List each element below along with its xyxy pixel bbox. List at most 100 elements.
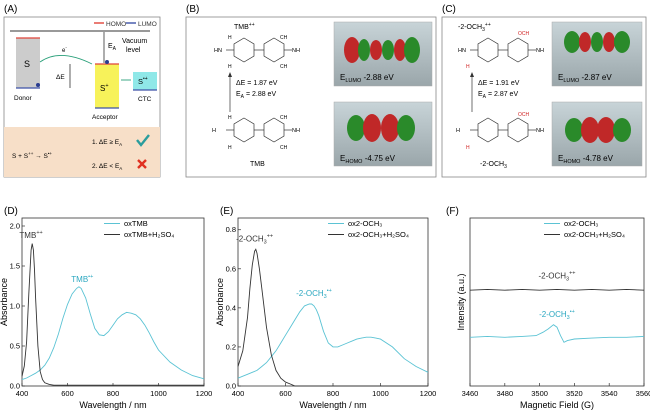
c-homo-energy: EHOMO -4.78 eV	[558, 154, 614, 165]
b-lumo-energy: ELUMO -2.88 eV	[340, 73, 394, 84]
chart-e-ytick-label: 0.0	[226, 382, 236, 391]
panel-label-b: (B)	[186, 4, 199, 15]
b-top-h3c-2: H	[228, 64, 232, 70]
c-dication-structure	[470, 37, 536, 63]
chart-f-xtick-label: 3500	[531, 389, 548, 398]
chart-e-legend-label-2: ox2-OCH₃+H₂SO₄	[348, 230, 409, 239]
b-bot-h2n: H	[212, 128, 216, 134]
de-label: ΔE	[56, 74, 65, 81]
chart-f-xtick-label: 3560	[636, 389, 650, 398]
tmb-structure	[226, 117, 292, 143]
chart-d-panel-label: (D)	[4, 206, 18, 217]
chart-f-series-1-line	[469, 324, 645, 343]
c-bot-h2n: H	[456, 128, 460, 134]
lumo-legend-label: LUMO	[138, 21, 157, 28]
tmb-dication-label: TMB++	[234, 22, 255, 31]
splus-label: S+	[100, 83, 109, 93]
chart-f-xtick-label: 3480	[496, 389, 513, 398]
chart-d-xlabel: Wavelength / nm	[79, 400, 146, 410]
donor-label: Donor	[14, 95, 33, 102]
chart-d-legend-label-2: oxTMB+H₂SO₄	[124, 230, 174, 239]
rule-2: 2. ΔE < EA	[92, 163, 122, 171]
chart-d-ytick-label: 1.0	[10, 302, 20, 311]
chart-d-xtick-label: 400	[16, 389, 29, 398]
chart-f: (F) 3460 3480 3500 3520 3540 3560 Magnetic Fiel…	[446, 206, 650, 410]
b-top-h3c-1: H	[228, 35, 232, 41]
chart-e-ytick-label: 0.8	[226, 225, 236, 234]
sdot-label: S•+	[138, 76, 148, 86]
electron-transfer-arrow	[39, 55, 93, 65]
electron-donor	[36, 83, 40, 87]
chart-d-ytick-label: 0.0	[10, 382, 20, 391]
b-energy-arrowhead	[228, 72, 232, 77]
panel-c-frame	[441, 16, 647, 178]
chart-d-annotation-1: TMB++	[19, 230, 42, 240]
tmb-dication-structure	[226, 37, 292, 63]
chart-e-panel-label: (E)	[220, 206, 233, 217]
chart-e-series-1-line	[237, 303, 429, 379]
homo-legend-label: HOMO	[106, 21, 126, 28]
panel-b-frame	[185, 16, 437, 178]
ctc-label: CTC	[138, 96, 152, 103]
chart-e-ytick-label: 0.2	[226, 342, 236, 351]
chart-f-xtick-label: 3520	[566, 389, 583, 398]
b-bot-h3c-2: H	[228, 145, 232, 151]
chart-e: (E) 400 600 800 1000 1200 0.0 0.2 0.4 0.6 0.8 Wavel…	[215, 206, 436, 410]
c-homo-orbital-icon	[565, 117, 631, 143]
chart-e-ytick-label: 0.4	[226, 303, 236, 312]
cross-icon	[137, 159, 147, 169]
chart-d: (D) 400 600 800 1000 1200 0.0 0.5 1.0 1.5 2.0 Wavel…	[0, 206, 212, 410]
panel-label-a: (A)	[4, 4, 17, 15]
rules-box	[4, 127, 160, 177]
panel-c: (C) -2-OCH3++ HN NH OCH H ΔE = 1.91 eV E…	[441, 4, 647, 178]
c-lumo-orbital-icon	[564, 31, 630, 53]
c-energy-arrowhead	[470, 72, 474, 77]
chart-d-ytick-label: 2.0	[10, 222, 20, 231]
c-top-hn: HN	[458, 48, 466, 54]
chart-f-frame	[469, 217, 645, 387]
s-label: S	[24, 59, 30, 69]
b-top-ch3-1: CH	[280, 35, 288, 41]
chart-d-ylabel: Absorbance	[0, 278, 9, 326]
chart-d-xtick-label: 800	[107, 389, 120, 398]
panel-a: (A) HOMO LUMO Vacuum level EA S Donor S+…	[3, 4, 161, 178]
panel-b: (B) TMB++ HN NH H CH H CH ΔE = 1.87 eV E…	[185, 4, 437, 178]
chart-f-panel-label: (F)	[446, 206, 459, 217]
c-dication-label: -2-OCH3++	[458, 22, 491, 33]
c-ea: EA = 2.87 eV	[478, 91, 518, 100]
electron-label: e-	[62, 45, 67, 54]
chart-d-ytick-label: 1.5	[10, 262, 20, 271]
chart-f-legend-label-2: ox2-OCH₃+H₂SO₄	[564, 230, 625, 239]
c-bot-h3co: H	[466, 145, 470, 151]
chart-e-xtick-label: 1200	[420, 389, 437, 398]
sdot-box	[133, 72, 157, 90]
chart-d-ytick-label: 0.5	[10, 342, 20, 351]
chart-f-annotation-2: -2-OCH3•+	[539, 309, 575, 321]
chart-d-legend-label-1: oxTMB	[124, 219, 148, 228]
chart-f-xtick-label: 3540	[601, 389, 618, 398]
c-mol-label: -2-OCH3	[480, 161, 507, 170]
chart-d-series-2-line	[21, 243, 204, 386]
b-top-ch3-2: CH	[280, 64, 288, 70]
b-bot-ch3-1: CH	[280, 115, 288, 121]
c-structure	[470, 117, 536, 143]
chart-e-xtick-label: 800	[327, 389, 340, 398]
c-bot-nh2: NH	[536, 128, 544, 134]
b-bot-ch3-2: CH	[280, 145, 288, 151]
c-top-h3co: H	[466, 64, 470, 70]
b-bot-nh2: NH	[292, 128, 300, 134]
b-homo-orbital-icon	[347, 114, 415, 142]
chart-e-xtick-label: 600	[279, 389, 292, 398]
chart-e-annotation-2: -2-OCH3•+	[296, 288, 332, 300]
b-top-nh: NH	[292, 48, 300, 54]
vacuum-label: Vacuum	[122, 38, 147, 45]
ea-label: EA	[108, 43, 117, 52]
electron-acceptor	[105, 60, 109, 64]
chart-e-ylabel: Absorbance	[215, 278, 225, 326]
b-top-hn: HN	[214, 48, 222, 54]
b-lumo-orbital-icon	[344, 37, 420, 63]
c-top-nh: NH	[536, 48, 544, 54]
chart-f-series-2-line	[469, 288, 645, 291]
b-bot-h3c-1: H	[228, 115, 232, 121]
chart-f-legend-label-1: ox2-OCH₃	[564, 219, 598, 228]
